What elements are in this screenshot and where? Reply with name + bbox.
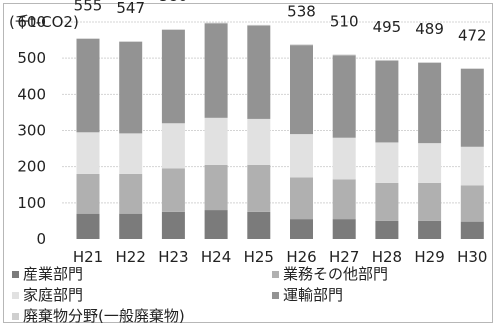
bar-segment [418,143,442,183]
bar-segment [460,221,484,239]
legend-swatch [272,271,279,278]
bar-segment [418,62,442,144]
gridlines [62,21,490,204]
bar-segment [76,38,100,133]
bar-segment [161,211,185,239]
data-label: 472 [458,26,487,44]
bar-segment [161,168,185,212]
bar-segment [161,123,185,169]
bar-segment [161,29,185,30]
bar-segment [460,146,484,186]
bar-segment [375,142,399,183]
bar-segment [247,118,271,165]
y-tick-label: 400 [17,85,46,103]
labels: (千t-CO2) 0 100 200 300 400 500 600 555 H21 547 H22 5… [9,0,487,266]
legend-swatch [272,292,279,299]
bar-segment [247,25,271,119]
bar-segment [204,22,228,24]
x-tick-label: H30 [457,248,487,266]
bar-segment [119,213,143,239]
unit-label: (千t-CO2) [9,13,79,31]
x-tick-label: H26 [286,248,316,266]
bar-segment [332,219,356,239]
bar-segment [119,41,143,42]
bar-segment [247,211,271,239]
bar-segment [290,44,313,46]
bar-segment [418,220,442,239]
bar-segment [460,185,484,222]
x-tick-label: H23 [158,248,188,266]
y-tick-label: 200 [17,158,46,176]
bar-segment [119,41,143,134]
data-label: 489 [415,20,444,38]
legend-swatch [12,292,19,299]
data-label: 510 [330,13,359,31]
bar-segment [290,134,313,178]
x-tick-label: H28 [372,248,402,266]
bar-segment [290,219,313,239]
x-tick-label: H25 [244,248,274,266]
data-label: 547 [116,0,145,17]
bar-segment [375,220,399,239]
data-label: 495 [373,18,402,36]
legend-label: 運輸部門 [283,286,343,304]
bar-segment [375,60,399,143]
bar-segment [375,182,399,221]
bar-segment [290,45,313,135]
bar-segment [76,213,100,239]
bar-segment [204,210,228,239]
bar-segment [76,132,100,174]
bar-segment [119,173,143,214]
bar-segment [247,24,271,26]
legend-label: 家庭部門 [23,286,83,304]
y-tick-label: 0 [36,230,46,248]
y-tick-label: 100 [17,194,46,212]
data-label: 580 [159,0,188,5]
bar-segment [332,179,356,220]
bar-segment [332,137,356,180]
legend-label: 廃棄物分野(一般廃棄物) [23,307,185,325]
bar-segment [204,117,228,165]
y-tick-label: 500 [17,49,46,67]
data-label: 555 [74,0,103,14]
bar-segment [119,133,143,174]
bar-segment [460,68,484,70]
bar-segment [76,173,100,214]
bar-segment [418,182,442,221]
legend-label: 業務その他部門 [283,265,388,283]
bar-segment [375,59,399,61]
x-tick-label: H29 [414,248,444,266]
x-tick-label: H21 [73,248,103,266]
bar-segment [332,54,356,56]
bar-segment [290,177,313,220]
data-label: 592 [244,0,273,1]
legend-label: 産業部門 [23,265,83,283]
bar-segment [332,55,356,138]
bar-segment [76,38,100,39]
x-tick-label: H24 [201,248,231,266]
y-tick-label: 600 [17,13,46,31]
y-tick-label: 300 [17,121,46,139]
bar-segment [204,23,228,118]
legend-swatch [12,271,19,278]
bar-segment [460,69,484,147]
data-label: 538 [287,2,316,20]
bar-segment [418,62,442,63]
x-tick-label: H27 [329,248,359,266]
bar-segment [247,164,271,212]
bar-segment [204,164,228,211]
bar-segment [161,29,185,124]
legend-swatch [12,313,19,320]
x-tick-label: H22 [116,248,146,266]
bars [76,22,484,239]
